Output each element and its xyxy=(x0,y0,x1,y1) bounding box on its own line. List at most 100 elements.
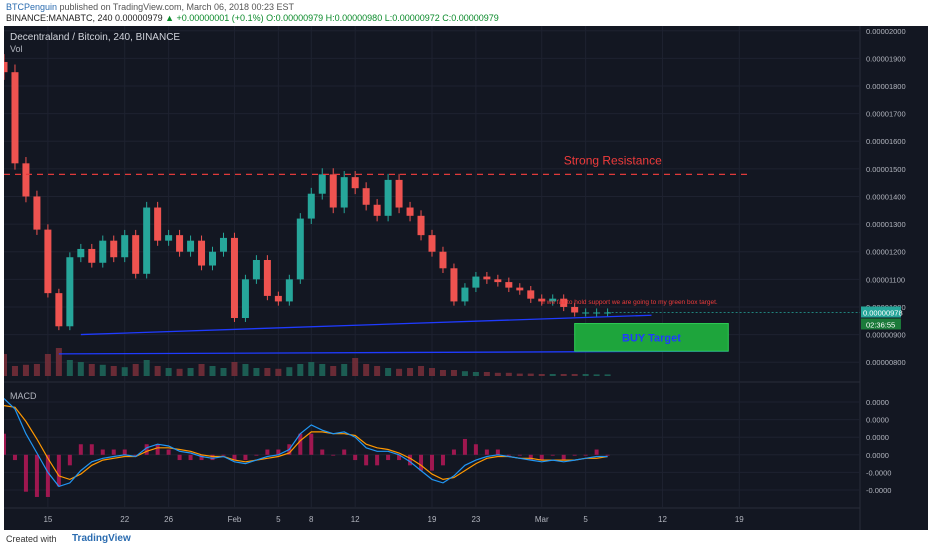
time-tick-label: Feb xyxy=(228,515,242,524)
buy-target-label: BUY Target xyxy=(622,332,681,344)
tradingview-logo[interactable]: TradingView xyxy=(72,533,131,544)
macd-histogram-bar xyxy=(419,454,424,471)
time-tick-label: 23 xyxy=(471,515,480,524)
support-trendline xyxy=(80,314,652,336)
macd-histogram-bar xyxy=(517,454,522,456)
volume-bar xyxy=(604,374,611,376)
macd-histogram-bar xyxy=(451,449,456,455)
macd-histogram-bar xyxy=(265,449,270,455)
candle-body xyxy=(472,276,480,288)
macd-histogram-bar xyxy=(605,454,610,456)
volume-bar xyxy=(385,368,392,376)
macd-histogram-bar xyxy=(506,454,511,456)
macd-histogram-bar xyxy=(144,444,149,455)
macd-histogram-bar xyxy=(100,449,105,455)
macd-histogram-bar xyxy=(177,454,182,461)
candle-body xyxy=(154,207,162,241)
volume-bar xyxy=(165,368,172,376)
macd-histogram-bar xyxy=(78,444,83,455)
volume-bar xyxy=(429,368,435,376)
volume-bar xyxy=(66,360,73,376)
volume-bar xyxy=(110,366,117,376)
macd-histogram-bar xyxy=(12,454,17,461)
volume-bar xyxy=(571,374,578,376)
macd-histogram-bar xyxy=(23,454,28,492)
time-tick-label: Mar xyxy=(535,515,549,524)
candle-body xyxy=(209,251,217,266)
time-tick-label: 15 xyxy=(43,515,52,524)
macd-histogram-bar xyxy=(232,454,237,461)
volume-bar xyxy=(297,364,304,376)
chart-svg[interactable]: Strong Resistance BUY Target if we fail to… xyxy=(0,26,928,530)
macd-histogram-bar xyxy=(199,454,204,461)
time-tick-label: 8 xyxy=(309,515,314,524)
candle-body xyxy=(296,218,304,280)
volume-bar xyxy=(549,374,556,376)
volume-bar xyxy=(516,373,523,376)
macd-histogram-bar xyxy=(210,454,215,461)
macd-histogram-bar xyxy=(342,449,347,455)
macd-tick-label: 0.0000 xyxy=(866,433,889,442)
drawing-overlays: Strong Resistance BUY Target if we fail to… xyxy=(4,153,860,355)
volume-bar xyxy=(33,364,40,376)
macd-tick-label: 0.0000 xyxy=(866,416,889,425)
macd-histogram-bar xyxy=(364,454,369,466)
time-tick-label: 22 xyxy=(120,515,129,524)
last-price-tag xyxy=(861,306,901,318)
candle-body xyxy=(143,207,151,274)
candle-body xyxy=(110,240,118,258)
volume-bar xyxy=(418,366,425,376)
candle-body xyxy=(44,229,52,294)
macd-histogram-bar xyxy=(243,454,248,461)
price-tick-label: 0.00001200 xyxy=(866,248,906,257)
candle-body xyxy=(230,237,238,318)
candle-body xyxy=(198,240,206,266)
chart-header: BTCPenguin published on TradingView.com,… xyxy=(0,0,932,26)
candle-body xyxy=(417,215,425,236)
candle-body xyxy=(66,257,74,327)
candle-body xyxy=(318,174,326,194)
volume-bar xyxy=(472,372,479,376)
price-tick-label: 0.00001900 xyxy=(866,54,906,63)
candle-body xyxy=(384,179,392,216)
volume-bar xyxy=(176,368,183,376)
candle-body xyxy=(33,196,41,230)
macd-histogram-bar xyxy=(122,449,127,455)
price-change: ▲ +0.00000001 (+0.1%) xyxy=(165,13,264,23)
macd-histogram-bar xyxy=(397,454,402,461)
volume-bar xyxy=(286,367,293,376)
candle-body xyxy=(187,240,195,252)
candle-body xyxy=(99,240,107,263)
candle-body xyxy=(252,260,260,280)
macd-histogram-bar xyxy=(495,449,500,455)
volume-bar xyxy=(154,366,161,376)
candle-body xyxy=(11,72,19,164)
candle-body xyxy=(560,298,568,307)
macd-histogram-bar xyxy=(166,449,171,455)
candle-body xyxy=(307,193,315,219)
symbol-line: BINANCE:MANABTC, 240 0.00000979 ▲ +0.000… xyxy=(6,13,499,23)
publish-date: published on TradingView.com, March 06, … xyxy=(59,2,295,12)
ohlc-values: O:0.00000979 H:0.00000980 L:0.00000972 C… xyxy=(266,13,499,23)
macd-histogram-bar xyxy=(309,433,314,455)
countdown-tag xyxy=(861,318,901,330)
volume-bar xyxy=(242,364,249,376)
volume-bar xyxy=(341,364,348,376)
macd-histogram-bar xyxy=(561,454,566,461)
macd-histogram-bar xyxy=(2,433,6,455)
volume-bar xyxy=(253,368,260,376)
candle-body xyxy=(450,268,458,302)
candle-body xyxy=(340,177,348,208)
macd-histogram-bar xyxy=(408,454,413,466)
macd-histogram-bar xyxy=(133,454,138,456)
candle-body xyxy=(0,61,8,73)
volume-bar xyxy=(450,370,457,376)
macd-histogram-bar xyxy=(386,454,391,461)
author-link[interactable]: BTCPenguin xyxy=(6,2,58,12)
macd-histogram-bar xyxy=(254,454,259,456)
candle-body xyxy=(88,248,96,263)
macd-histogram-bar xyxy=(188,454,193,461)
macd-tick-label: -0.0000 xyxy=(866,486,891,495)
candle-body xyxy=(132,235,140,274)
time-tick-label: 19 xyxy=(735,515,744,524)
